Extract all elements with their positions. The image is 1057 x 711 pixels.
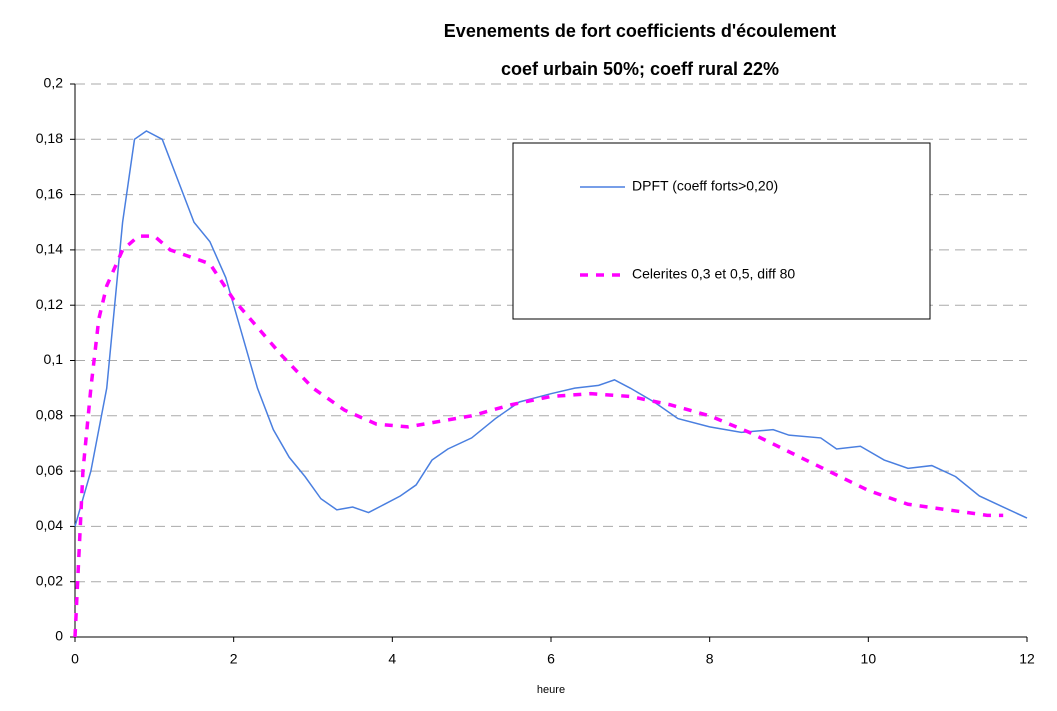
y-tick-label: 0,14 [36, 241, 63, 257]
legend-label: DPFT (coeff forts>0,20) [632, 178, 778, 194]
y-tick-label: 0,2 [44, 75, 64, 91]
x-tick-label: 8 [706, 651, 714, 667]
y-tick-label: 0,18 [36, 130, 63, 146]
legend-box [512, 142, 931, 320]
y-tick-label: 0,1 [44, 351, 64, 367]
y-tick-label: 0,16 [36, 185, 63, 201]
y-tick-label: 0,08 [36, 407, 63, 423]
chart-title: Evenements de fort coefficients d'écoule… [444, 21, 836, 41]
y-tick-label: 0 [55, 628, 63, 644]
x-tick-label: 10 [861, 651, 877, 667]
x-axis-label: heure [537, 684, 565, 696]
y-tick-label: 0,12 [36, 296, 63, 312]
chart-subtitle: coef urbain 50%; coeff rural 22% [501, 59, 779, 79]
series-line [74, 130, 1028, 527]
x-tick-label: 12 [1019, 651, 1035, 667]
x-tick-label: 4 [388, 651, 396, 667]
y-tick-label: 0,06 [36, 462, 63, 478]
y-tick-label: 0,04 [36, 517, 63, 533]
y-tick-label: 0,02 [36, 572, 63, 588]
x-tick-label: 2 [230, 651, 238, 667]
series-line [73, 234, 1004, 638]
x-tick-label: 6 [547, 651, 555, 667]
x-tick-label: 0 [71, 651, 79, 667]
legend-label: Celerites 0,3 et 0,5, diff 80 [632, 266, 795, 282]
